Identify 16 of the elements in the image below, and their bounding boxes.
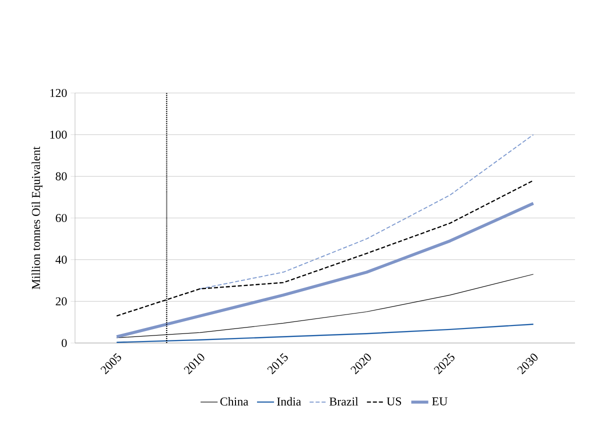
- y-tick-label: 20: [56, 297, 67, 306]
- y-tick-label: 60: [56, 214, 67, 222]
- legend-label: EU: [432, 397, 448, 406]
- line-series: [115, 202, 535, 338]
- legend-label: Brazil: [329, 397, 358, 406]
- legend-label: US: [386, 397, 402, 406]
- legend-label: China: [220, 397, 248, 406]
- y-tick-label: 120: [50, 88, 67, 98]
- line-series: [116, 324, 534, 343]
- line-series: [200, 134, 534, 290]
- legend-label: India: [277, 397, 302, 406]
- y-tick-label: 40: [56, 256, 67, 264]
- y-tick-label: 0: [62, 338, 67, 348]
- y-tick-label: 80: [56, 172, 67, 180]
- y-tick-label: 100: [50, 130, 67, 139]
- y-axis-title: Million tonnes Oil Equivalent: [32, 146, 42, 290]
